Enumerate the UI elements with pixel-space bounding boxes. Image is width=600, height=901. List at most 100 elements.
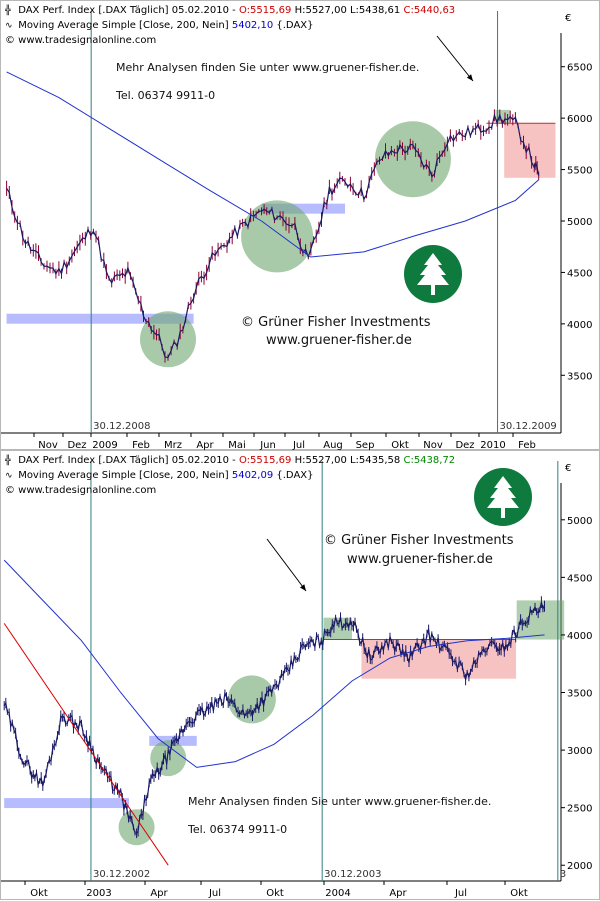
x-tick-label-1: Dez xyxy=(67,440,86,451)
green-zone-box-3 xyxy=(495,109,510,124)
x-tick-label-8: Jul xyxy=(292,440,305,451)
top-tree-logo xyxy=(404,245,462,303)
top-brand-url: www.gruener-fisher.de xyxy=(266,333,412,348)
ma-series-icon: ∿ xyxy=(5,21,13,31)
y-tick-label-0: 2000 xyxy=(567,861,592,872)
bottom-note-analysis: Mehr Analysen finden Sie unter www.gruen… xyxy=(188,795,492,808)
top-header-line-1: ╬ DAX Perf. Index [.DAX Täglich] 05.02.2… xyxy=(5,5,455,16)
x-tick-label-3: Feb xyxy=(132,440,150,451)
x-tick-label-4: Okt xyxy=(266,888,284,899)
x-tick-label-2: 2009 xyxy=(92,440,117,451)
y-tick-label-5: 6000 xyxy=(567,114,592,125)
bottom-header-ma-value: 5402,09 xyxy=(231,470,274,481)
currency-label: € xyxy=(565,13,571,24)
y-tick-label-1: 4000 xyxy=(567,320,592,331)
bottom-note-phone: Tel. 06374 9911-0 xyxy=(188,823,288,836)
top-note-phone: Tel. 06374 9911-0 xyxy=(116,89,216,102)
x-tick-label-15: Feb xyxy=(518,440,536,451)
top-brand-name: © Grüner Fisher Investments xyxy=(241,315,431,330)
vertical-line-label-2: 3 xyxy=(560,869,566,880)
series-line-2 xyxy=(3,623,169,866)
series-line-0 xyxy=(3,602,545,834)
top-header-ma-label: Moving Average Simple [Close, 200, Nein] xyxy=(18,20,232,31)
x-tick-label-9: Aug xyxy=(323,440,343,451)
x-tick-label-0: Okt xyxy=(30,888,48,899)
top-header-symbol: DAX Perf. Index [.DAX Täglich] 05.02.201… xyxy=(18,5,239,16)
bottom-brand-url: www.gruener-fisher.de xyxy=(347,552,493,567)
x-tick-label-8: Okt xyxy=(510,888,528,899)
y-tick-label-4: 5500 xyxy=(567,166,592,177)
y-tick-label-1: 2500 xyxy=(567,804,592,815)
x-tick-label-14: 2010 xyxy=(480,440,505,451)
pointer-arrow-head xyxy=(466,74,473,81)
vertical-line-label-0: 30.12.2008 xyxy=(93,421,150,432)
y-tick-label-2: 4500 xyxy=(567,268,592,279)
y-tick-label-5: 4500 xyxy=(567,573,592,584)
bottom-header-line-2: ∿ Moving Average Simple [Close, 200, Nei… xyxy=(5,470,314,481)
vertical-line-label-0: 30.12.2002 xyxy=(93,869,150,880)
bottom-tree-logo xyxy=(474,468,532,526)
top-header-open: O:5515,69 xyxy=(238,5,292,16)
top-header-source: © www.tradesignalonline.com xyxy=(5,35,157,46)
support-line-0 xyxy=(6,313,194,324)
bottom-header-line-1: ╬ DAX Perf. Index [.DAX Täglich] 05.02.2… xyxy=(5,455,455,466)
bottom-brand-name: © Grüner Fisher Investments xyxy=(324,533,514,548)
green-zone-circle-1 xyxy=(150,740,187,777)
y-tick-label-4: 4000 xyxy=(567,631,592,642)
x-tick-label-13: Dez xyxy=(455,440,474,451)
support-line-0 xyxy=(4,798,129,809)
pointer-arrow xyxy=(266,538,307,592)
series-line-0 xyxy=(6,113,540,359)
vertical-line-label-1: 30.12.2003 xyxy=(324,869,381,880)
tree-icon xyxy=(487,476,519,518)
top-header-ma-suffix: {.DAX} xyxy=(273,20,314,31)
currency-label: € xyxy=(565,463,571,474)
bottom-header-symbol: DAX Perf. Index [.DAX Täglich] 05.02.201… xyxy=(18,455,239,466)
y-tick-label-6: 5000 xyxy=(567,516,592,527)
y-tick-label-2: 3000 xyxy=(567,746,592,757)
x-tick-label-5: Apr xyxy=(196,440,214,451)
bottom-header-close: C:5438,72 xyxy=(403,455,456,466)
bottom-header-hilo: H:5527,00 L:5435,58 xyxy=(291,455,404,466)
price-series-icon: ╬ xyxy=(5,6,11,16)
top-note-analysis: Mehr Analysen finden Sie unter www.gruen… xyxy=(116,61,420,74)
top-header-line-2: ∿ Moving Average Simple [Close, 200, Nei… xyxy=(5,20,314,31)
price-series-icon: ╬ xyxy=(5,456,11,466)
x-tick-label-10: Sep xyxy=(356,440,375,451)
series-line-1 xyxy=(3,559,545,768)
x-tick-label-6: Apr xyxy=(389,888,407,899)
tree-icon xyxy=(417,253,449,295)
x-tick-label-6: Mai xyxy=(228,440,246,451)
support-line-1 xyxy=(261,203,346,214)
top-chart-svg: 30.12.2008 30.12.2009 3500 4000 4500 5000 5500… xyxy=(1,11,592,451)
pointer-arrow xyxy=(436,35,474,82)
y-tick-label-3: 3500 xyxy=(567,689,592,700)
top-chart-panel: 30.12.2008 30.12.2009 3500 4000 4500 5000 5500… xyxy=(0,0,600,451)
x-tick-label-3: Jul xyxy=(208,888,221,899)
series-line-1 xyxy=(6,71,540,258)
top-header-ma-value: 5402,10 xyxy=(231,20,274,31)
bottom-header-ma-label: Moving Average Simple [Close, 200, Nein] xyxy=(18,470,232,481)
green-zone-circle-1 xyxy=(241,200,314,273)
x-tick-label-2: Apr xyxy=(150,888,168,899)
bottom-chart-panel: 30.12.2002 30.12.2003 3 2000 2500 3000 3500 400… xyxy=(0,450,600,900)
x-tick-label-7: Jul xyxy=(454,888,467,899)
bottom-header-ma-suffix: {.DAX} xyxy=(273,470,314,481)
x-tick-label-12: Nov xyxy=(423,440,443,451)
x-tick-label-5: 2004 xyxy=(325,888,350,899)
x-tick-label-0: Nov xyxy=(38,440,58,451)
x-tick-label-7: Jun xyxy=(259,440,276,451)
top-header-hilo: H:5527,00 L:5438,61 xyxy=(291,5,404,16)
ma-series-icon: ∿ xyxy=(5,471,13,481)
vertical-line-label-1: 30.12.2009 xyxy=(500,421,557,432)
bottom-header-source: © www.tradesignalonline.com xyxy=(5,485,157,496)
x-tick-label-1: 2003 xyxy=(86,888,111,899)
y-tick-label-3: 5000 xyxy=(567,217,592,228)
bottom-header-open: O:5515,69 xyxy=(238,455,292,466)
x-tick-label-11: Okt xyxy=(391,440,409,451)
x-tick-label-4: Mrz xyxy=(164,440,182,451)
pointer-arrow-head xyxy=(299,584,306,591)
y-tick-label-0: 3500 xyxy=(567,371,592,382)
top-header-close: C:5440,63 xyxy=(403,5,456,16)
